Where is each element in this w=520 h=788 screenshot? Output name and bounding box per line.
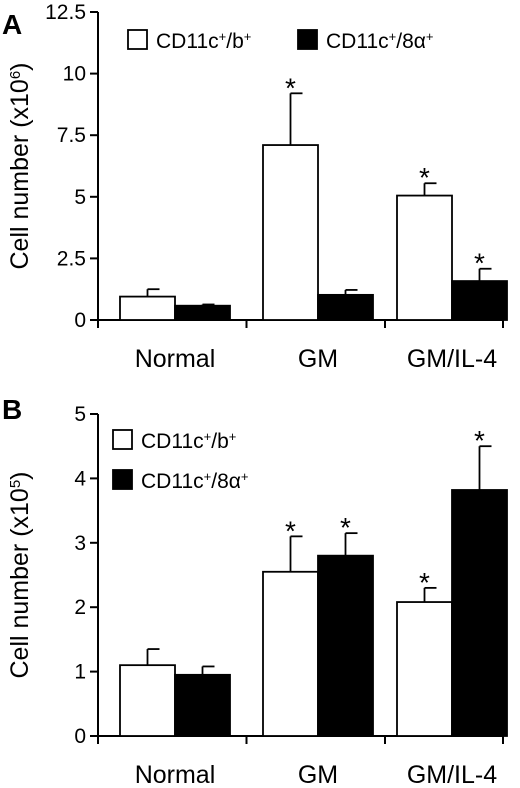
- significance-marker: *: [340, 512, 351, 543]
- legend-label-sup: +: [229, 429, 237, 444]
- y-tick-label: 0: [74, 725, 86, 748]
- legend-label-mid: /8α: [396, 30, 426, 53]
- y-axis-label-main: Cell number (x10: [6, 79, 34, 269]
- legend-label-mid: /b: [226, 30, 244, 53]
- legend-swatch: [127, 29, 148, 50]
- legend-label-sup: +: [241, 469, 249, 484]
- legend-label-sup: +: [426, 29, 434, 44]
- bar: [317, 293, 374, 321]
- y-axis-label-close: ): [6, 471, 34, 479]
- bar: [317, 554, 374, 737]
- legend-label: CD11c+/8α+: [141, 469, 248, 494]
- y-tick-label: 2: [74, 596, 86, 619]
- category-label: GM: [298, 761, 338, 788]
- significance-marker: *: [474, 248, 485, 279]
- y-tick-label: 5: [74, 403, 86, 426]
- y-axis-label-exponent: 5: [7, 480, 24, 488]
- panel-letter: A: [2, 9, 22, 40]
- y-tick-label: 12.5: [45, 1, 86, 24]
- y-tick-label: 7.5: [57, 124, 86, 147]
- legend-label-base: CD11c: [141, 470, 204, 493]
- y-tick-label: 1: [74, 661, 86, 684]
- bar: [174, 304, 231, 321]
- significance-marker: *: [419, 162, 430, 193]
- bar: [396, 601, 453, 737]
- bar: [262, 144, 319, 321]
- significance-marker: *: [285, 515, 296, 546]
- series-2: **: [174, 425, 508, 737]
- bar: [119, 664, 176, 737]
- legend-label-sup: +: [389, 29, 397, 44]
- bar: [451, 489, 508, 737]
- y-tick-label: 4: [74, 467, 86, 490]
- legend-label-sup: +: [204, 469, 212, 484]
- y-tick-label: 3: [74, 532, 86, 555]
- legend-label: CD11c+/8α+: [326, 29, 433, 54]
- significance-marker: *: [419, 567, 430, 598]
- legend-label-sup: +: [219, 29, 227, 44]
- y-tick-label: 0: [74, 309, 86, 332]
- legend-label-sup: +: [244, 29, 252, 44]
- legend-label-mid: /8α: [211, 470, 241, 493]
- category-label: Normal: [135, 345, 216, 373]
- series-2: *: [174, 248, 508, 321]
- y-axis-label: Cell number (x105): [6, 471, 34, 678]
- legend: CD11c+/b+CD11c+/8α+: [112, 429, 248, 494]
- bar: [119, 295, 176, 321]
- legend-label-mid: /b: [211, 430, 229, 453]
- category-label: Normal: [135, 761, 216, 788]
- category-label: GM: [298, 345, 338, 373]
- category-label: GM/IL-4: [407, 761, 497, 788]
- category-label: GM/IL-4: [407, 345, 497, 373]
- legend-label-sup: +: [204, 429, 212, 444]
- bar: [262, 570, 319, 737]
- legend-label: CD11c+/b+: [156, 29, 251, 54]
- y-axis-label: Cell number (x106): [6, 62, 34, 269]
- legend: CD11c+/b+CD11c+/8α+: [127, 29, 433, 54]
- legend-label-base: CD11c: [156, 30, 219, 53]
- bar: [396, 194, 453, 321]
- series-1: **: [119, 72, 453, 321]
- bar: [174, 673, 231, 737]
- bar: [451, 280, 508, 321]
- y-tick-label: 2.5: [57, 247, 86, 270]
- y-axis-label-close: ): [6, 62, 34, 70]
- legend-label: CD11c+/b+: [141, 429, 236, 454]
- significance-marker: *: [474, 425, 485, 456]
- y-tick-label: 5: [74, 186, 86, 209]
- legend-swatch: [112, 469, 133, 490]
- significance-marker: *: [285, 72, 296, 103]
- panel-letter: B: [2, 394, 22, 425]
- legend-swatch: [112, 429, 133, 450]
- legend-swatch: [297, 29, 318, 50]
- y-axis-label-main: Cell number (x10: [6, 488, 34, 678]
- y-axis-label-exponent: 6: [7, 71, 24, 79]
- panel-a: A 0 2.5 5 7.5 10 12.5 Cell number (x106) Normal G…: [2, 1, 508, 373]
- y-tick-label: 10: [63, 63, 86, 86]
- legend-label-base: CD11c: [141, 430, 204, 453]
- legend-label-base: CD11c: [326, 30, 389, 53]
- series-1: **: [119, 515, 453, 737]
